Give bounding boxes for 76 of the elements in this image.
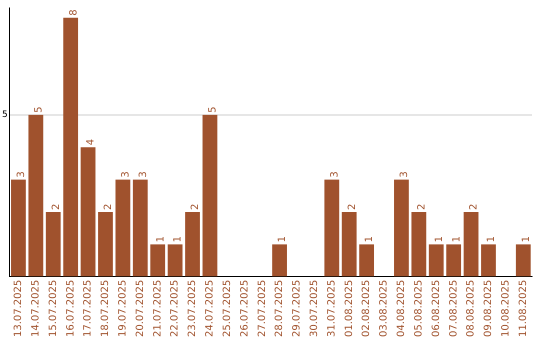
bar	[46, 212, 61, 276]
x-tick-label: 10.08.2025	[500, 280, 512, 338]
bar	[115, 180, 130, 276]
x-tick-label: 29.07.2025	[292, 280, 303, 338]
bar	[168, 244, 183, 276]
data-label: 1	[486, 236, 498, 242]
bar	[464, 212, 478, 276]
x-tick-label: 30.07.2025	[308, 280, 320, 338]
x-tick-label: 13.07.2025	[13, 280, 24, 338]
bar	[132, 180, 148, 276]
bar	[98, 212, 113, 276]
data-label: 1	[520, 236, 532, 242]
x-tick-label: 05.08.2025	[413, 280, 424, 338]
data-label: 3	[16, 171, 28, 178]
data-label: 3	[120, 171, 132, 178]
x-tick-label: 14.07.2025	[30, 280, 42, 338]
data-label: 1	[155, 236, 166, 242]
data-label: 8	[68, 9, 80, 16]
bar	[394, 180, 409, 276]
bar	[150, 244, 166, 276]
x-tick-label: 11.08.2025	[518, 280, 529, 338]
data-label: 3	[138, 171, 149, 178]
bar	[411, 212, 426, 276]
x-tick-label: 03.08.2025	[378, 280, 390, 338]
bar	[342, 212, 357, 276]
data-label: 2	[346, 204, 358, 210]
x-tick-label: 07.08.2025	[448, 280, 460, 338]
bar	[63, 18, 78, 276]
bar	[446, 244, 462, 276]
bar	[481, 244, 496, 276]
data-label: 3	[399, 171, 410, 178]
x-tick-label: 22.07.2025	[170, 280, 181, 338]
x-tick-label: 31.07.2025	[326, 280, 338, 338]
bar	[28, 114, 44, 276]
x-tick-label: 18.07.2025	[100, 280, 112, 338]
bar	[185, 212, 200, 276]
x-tick-label: 04.08.2025	[396, 280, 408, 338]
bar	[324, 180, 340, 276]
data-label: 1	[172, 236, 184, 242]
x-tick-label: 08.08.2025	[466, 280, 477, 338]
x-tick-label: 01.08.2025	[344, 280, 355, 338]
bar	[272, 244, 287, 276]
bar	[11, 180, 26, 276]
x-tick-label: 28.07.2025	[274, 280, 286, 338]
bar	[516, 244, 531, 276]
data-label: 2	[468, 204, 480, 210]
x-tick-label: 27.07.2025	[256, 280, 268, 338]
data-label: 1	[364, 236, 376, 242]
x-tick-label: 26.07.2025	[239, 280, 250, 338]
x-tick-label: 24.07.2025	[204, 280, 216, 338]
data-label: 1	[434, 236, 445, 242]
data-label: 5	[33, 106, 44, 113]
data-label: 4	[86, 138, 97, 146]
bar	[80, 147, 96, 276]
data-label: 2	[50, 204, 62, 210]
data-label: 1	[451, 236, 462, 242]
x-tick-label: 15.07.2025	[48, 280, 59, 338]
bar	[359, 244, 374, 276]
data-label: 2	[190, 204, 202, 210]
x-tick-label: 06.08.2025	[430, 280, 442, 338]
x-tick-label: 19.07.2025	[117, 280, 128, 338]
x-tick-label: 25.07.2025	[222, 280, 233, 338]
x-tick-label: 17.07.2025	[82, 280, 94, 338]
bar	[428, 244, 444, 276]
x-tick-label: 09.08.2025	[483, 280, 494, 338]
data-label: 3	[329, 171, 340, 178]
data-label: 5	[208, 106, 219, 113]
x-tick-label: 23.07.2025	[187, 280, 198, 338]
x-tick-label: 02.08.2025	[361, 280, 372, 338]
data-label: 1	[277, 236, 288, 242]
x-tick-label: 16.07.2025	[65, 280, 76, 338]
x-tick-label: 20.07.2025	[134, 280, 146, 338]
bar	[202, 114, 218, 276]
x-tick-label: 21.07.2025	[152, 280, 164, 338]
data-label: 2	[416, 204, 428, 210]
data-label: 2	[103, 204, 114, 210]
